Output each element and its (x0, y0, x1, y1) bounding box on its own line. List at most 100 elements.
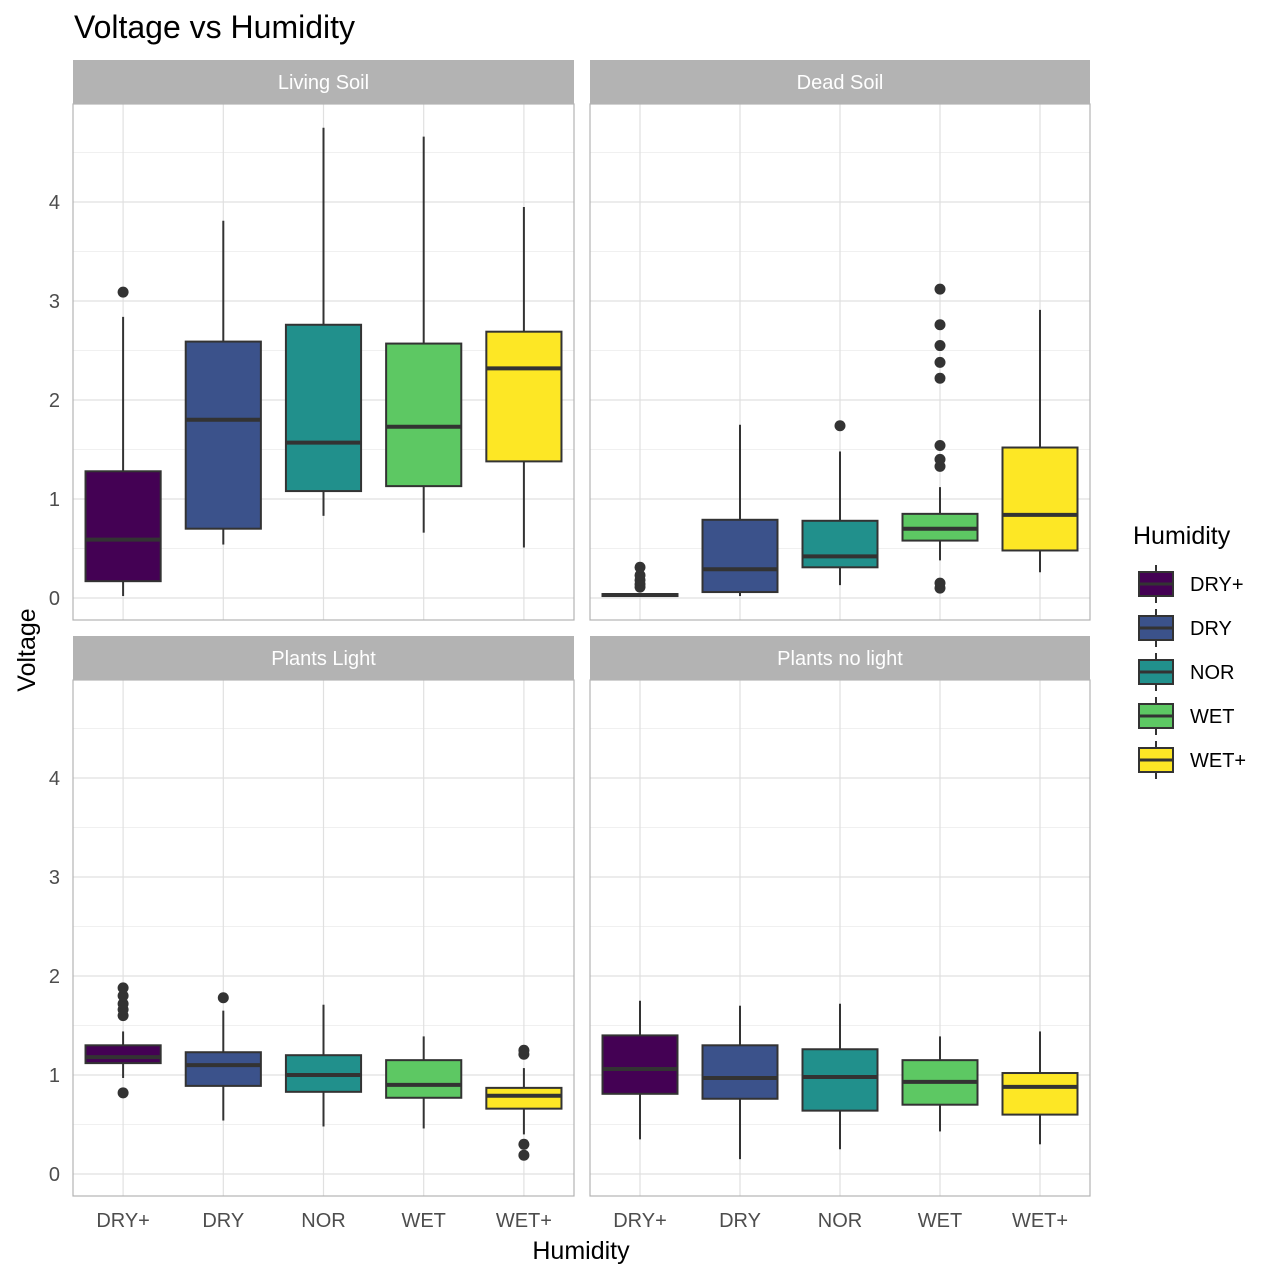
box-body (84, 470, 162, 583)
outlier-point (934, 577, 946, 589)
x-tick-label: DRY+ (613, 1210, 667, 1232)
y-tick-label: 2 (49, 966, 60, 988)
outlier-point (934, 440, 946, 452)
box-nor (801, 420, 879, 586)
facet-strip (590, 60, 1090, 104)
y-tick-label: 1 (49, 1065, 60, 1087)
y-tick-label: 4 (49, 768, 60, 790)
y-tick-label: 2 (49, 390, 60, 412)
gridlines (590, 104, 1090, 620)
box-wet (901, 1036, 979, 1132)
box-body (801, 519, 879, 569)
outlier-point (934, 283, 946, 295)
box-nor (284, 1004, 363, 1127)
y-tick-label: 0 (49, 1164, 60, 1186)
facet-panel: Plants no light DRY+ DRY NOR WET WET+ (589, 636, 1091, 1232)
outlier-point (117, 998, 129, 1010)
box-body (385, 342, 463, 488)
box-dry (184, 992, 262, 1121)
box-dry-plus (84, 982, 162, 1099)
box-wet (385, 136, 463, 533)
box-body (485, 1086, 563, 1110)
outlier-point (934, 356, 946, 368)
outlier-point (518, 1138, 530, 1150)
facet-strip-label: Plants Light (271, 648, 376, 670)
legend: Humidity DRY+ DRY NOR WET WET+ (1133, 522, 1246, 779)
box-body (1001, 446, 1079, 552)
legend-label: DRY (1190, 618, 1232, 640)
box-body (485, 330, 563, 463)
outlier-point (634, 569, 646, 581)
panel-border (589, 679, 1091, 1197)
box-dry (701, 424, 779, 597)
panel-border (72, 679, 575, 1197)
legend-title: Humidity (1133, 522, 1231, 550)
box-dry-plus (601, 561, 679, 598)
outlier-point (934, 372, 946, 384)
outlier-point (518, 1149, 530, 1161)
box-body (284, 323, 363, 493)
legend-key: DRY+ (1138, 565, 1244, 603)
facet-strip-label: Living Soil (278, 72, 369, 94)
legend-label: WET+ (1190, 750, 1246, 772)
box-body (385, 1059, 463, 1099)
outlier-point (934, 319, 946, 331)
facet-panel: Plants Light 0 1 2 3 4 DRY+ DRY NOR WET WET+ (49, 636, 575, 1232)
box-dry-plus (84, 286, 162, 597)
legend-label: WET (1190, 706, 1234, 728)
x-axis-label: Humidity (532, 1237, 630, 1265)
panel-border (72, 103, 575, 621)
outlier-point (834, 420, 846, 432)
box-wet-plus (1001, 309, 1079, 573)
x-tick-label: WET+ (1012, 1210, 1068, 1232)
box-dry (701, 1005, 779, 1160)
legend-key: WET+ (1138, 741, 1246, 779)
box-wet-plus (485, 1044, 563, 1161)
y-axis-label: Voltage (13, 608, 41, 691)
panel-border (589, 103, 1091, 621)
box-body (701, 518, 779, 594)
outlier-point (117, 982, 129, 994)
outlier-point (934, 340, 946, 352)
facet-panel: Dead Soil (589, 60, 1091, 621)
facet-panels: Living Soil 0 1 2 3 4 Dead Soil Plants Light 0 1 2… (49, 60, 1091, 1232)
outlier-point (117, 1087, 129, 1099)
box-body (601, 1034, 679, 1095)
x-tick-label: NOR (301, 1210, 345, 1232)
box-body (84, 1044, 162, 1065)
outlier-point (634, 561, 646, 573)
outlier-point (518, 1044, 530, 1056)
facet-strip-label: Dead Soil (797, 72, 884, 94)
box-body (1001, 1072, 1079, 1116)
outlier-point (117, 990, 129, 1002)
box-wet-plus (1001, 1031, 1079, 1145)
outlier-point (117, 286, 129, 298)
box-nor (801, 1003, 879, 1150)
facet-panel: Living Soil 0 1 2 3 4 (49, 60, 575, 621)
box-wet (385, 1036, 463, 1129)
x-tick-label: DRY (719, 1210, 761, 1232)
box-nor (284, 127, 363, 516)
legend-label: NOR (1190, 662, 1234, 684)
y-tick-label: 3 (49, 867, 60, 889)
facet-strip (73, 636, 574, 680)
box-body (801, 1048, 879, 1112)
facet-strip (590, 636, 1090, 680)
box-wet-plus (485, 206, 563, 548)
legend-key: WET (1138, 697, 1234, 735)
box-wet (901, 283, 979, 594)
outlier-point (217, 992, 229, 1004)
x-tick-label: DRY (202, 1210, 244, 1232)
y-tick-label: 0 (49, 588, 60, 610)
x-tick-label: DRY+ (96, 1210, 150, 1232)
x-tick-label: WET (401, 1210, 445, 1232)
y-tick-label: 3 (49, 291, 60, 313)
box-dry (184, 220, 262, 545)
legend-label: DRY+ (1190, 574, 1244, 596)
box-body (184, 1051, 262, 1087)
box-dry-plus (601, 1000, 679, 1140)
chart-title: Voltage vs Humidity (74, 9, 355, 45)
x-tick-label: NOR (818, 1210, 862, 1232)
box-body (184, 340, 262, 530)
